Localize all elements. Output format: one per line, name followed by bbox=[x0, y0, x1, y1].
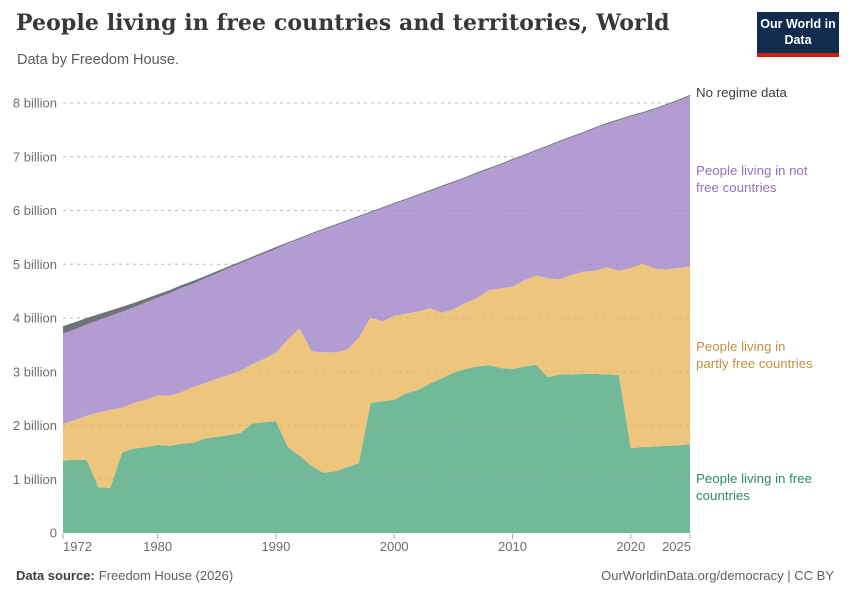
area-series-not_free[interactable] bbox=[63, 96, 690, 424]
x-axis-tick-label: 1972 bbox=[63, 539, 92, 554]
series-label-not-free: People living in not free countries bbox=[696, 163, 842, 196]
y-axis-tick-label: 3 billion bbox=[13, 364, 57, 379]
series-label-line: partly free countries bbox=[696, 355, 813, 371]
series-label-line: People living in not bbox=[696, 163, 808, 178]
series-label-line: People living in free bbox=[696, 471, 813, 486]
series-label-line: countries bbox=[696, 487, 750, 503]
y-axis-tick-label: 5 billion bbox=[13, 257, 57, 272]
data-source-note: Data source: Freedom House (2026) bbox=[16, 568, 233, 583]
data-source-label: Data source: bbox=[16, 568, 95, 583]
x-axis-tick-label: 1980 bbox=[143, 539, 172, 554]
page-title: People living in free countries and terr… bbox=[16, 10, 670, 36]
y-axis: 0 1 billion 2 billion 3 billion 4 billion 5 b… bbox=[13, 96, 57, 541]
x-axis: 1972 1980 1990 2000 2010 2020 2025 bbox=[62, 533, 691, 554]
x-axis-tick-label: 2010 bbox=[498, 539, 527, 554]
x-axis-tick-label: 2020 bbox=[616, 539, 645, 554]
series-label-line: People living in bbox=[696, 339, 786, 354]
data-source-value: Freedom House (2026) bbox=[98, 568, 234, 583]
y-axis-tick-label: 1 billion bbox=[13, 472, 57, 487]
area-series-group bbox=[63, 94, 690, 533]
area-series-partly_free[interactable] bbox=[63, 263, 690, 488]
y-axis-tick-label: 8 billion bbox=[13, 96, 57, 111]
series-label-free: People living in free countries bbox=[696, 471, 842, 504]
series-label-line: No regime data bbox=[696, 85, 787, 100]
owid-logo-line2: in Data bbox=[784, 17, 836, 47]
y-axis-tick-label: 7 billion bbox=[13, 149, 57, 164]
y-axis-tick-label: 2 billion bbox=[13, 418, 57, 433]
area-series-no_regime[interactable] bbox=[63, 94, 690, 334]
chart-subtitle: Data by Freedom House. bbox=[17, 52, 179, 68]
series-label-no-regime-data: No regime data bbox=[696, 85, 842, 102]
x-axis-tick-label: 2025 bbox=[662, 539, 691, 554]
owid-logo-line1: Our World bbox=[760, 17, 822, 31]
y-axis-tick-label: 0 bbox=[50, 526, 57, 541]
x-axis-tick-label: 2000 bbox=[380, 539, 409, 554]
area-series-free[interactable] bbox=[63, 364, 690, 533]
y-axis-tick-label: 4 billion bbox=[13, 311, 57, 326]
series-label-partly-free: People living in partly free countries bbox=[696, 339, 842, 372]
x-axis-tick-label: 1990 bbox=[261, 539, 290, 554]
y-axis-tick-label: 6 billion bbox=[13, 203, 57, 218]
owid-logo[interactable]: Our World in Data bbox=[757, 12, 839, 57]
series-label-line: free countries bbox=[696, 179, 777, 195]
license-link[interactable]: OurWorldinData.org/democracy | CC BY bbox=[601, 568, 834, 583]
